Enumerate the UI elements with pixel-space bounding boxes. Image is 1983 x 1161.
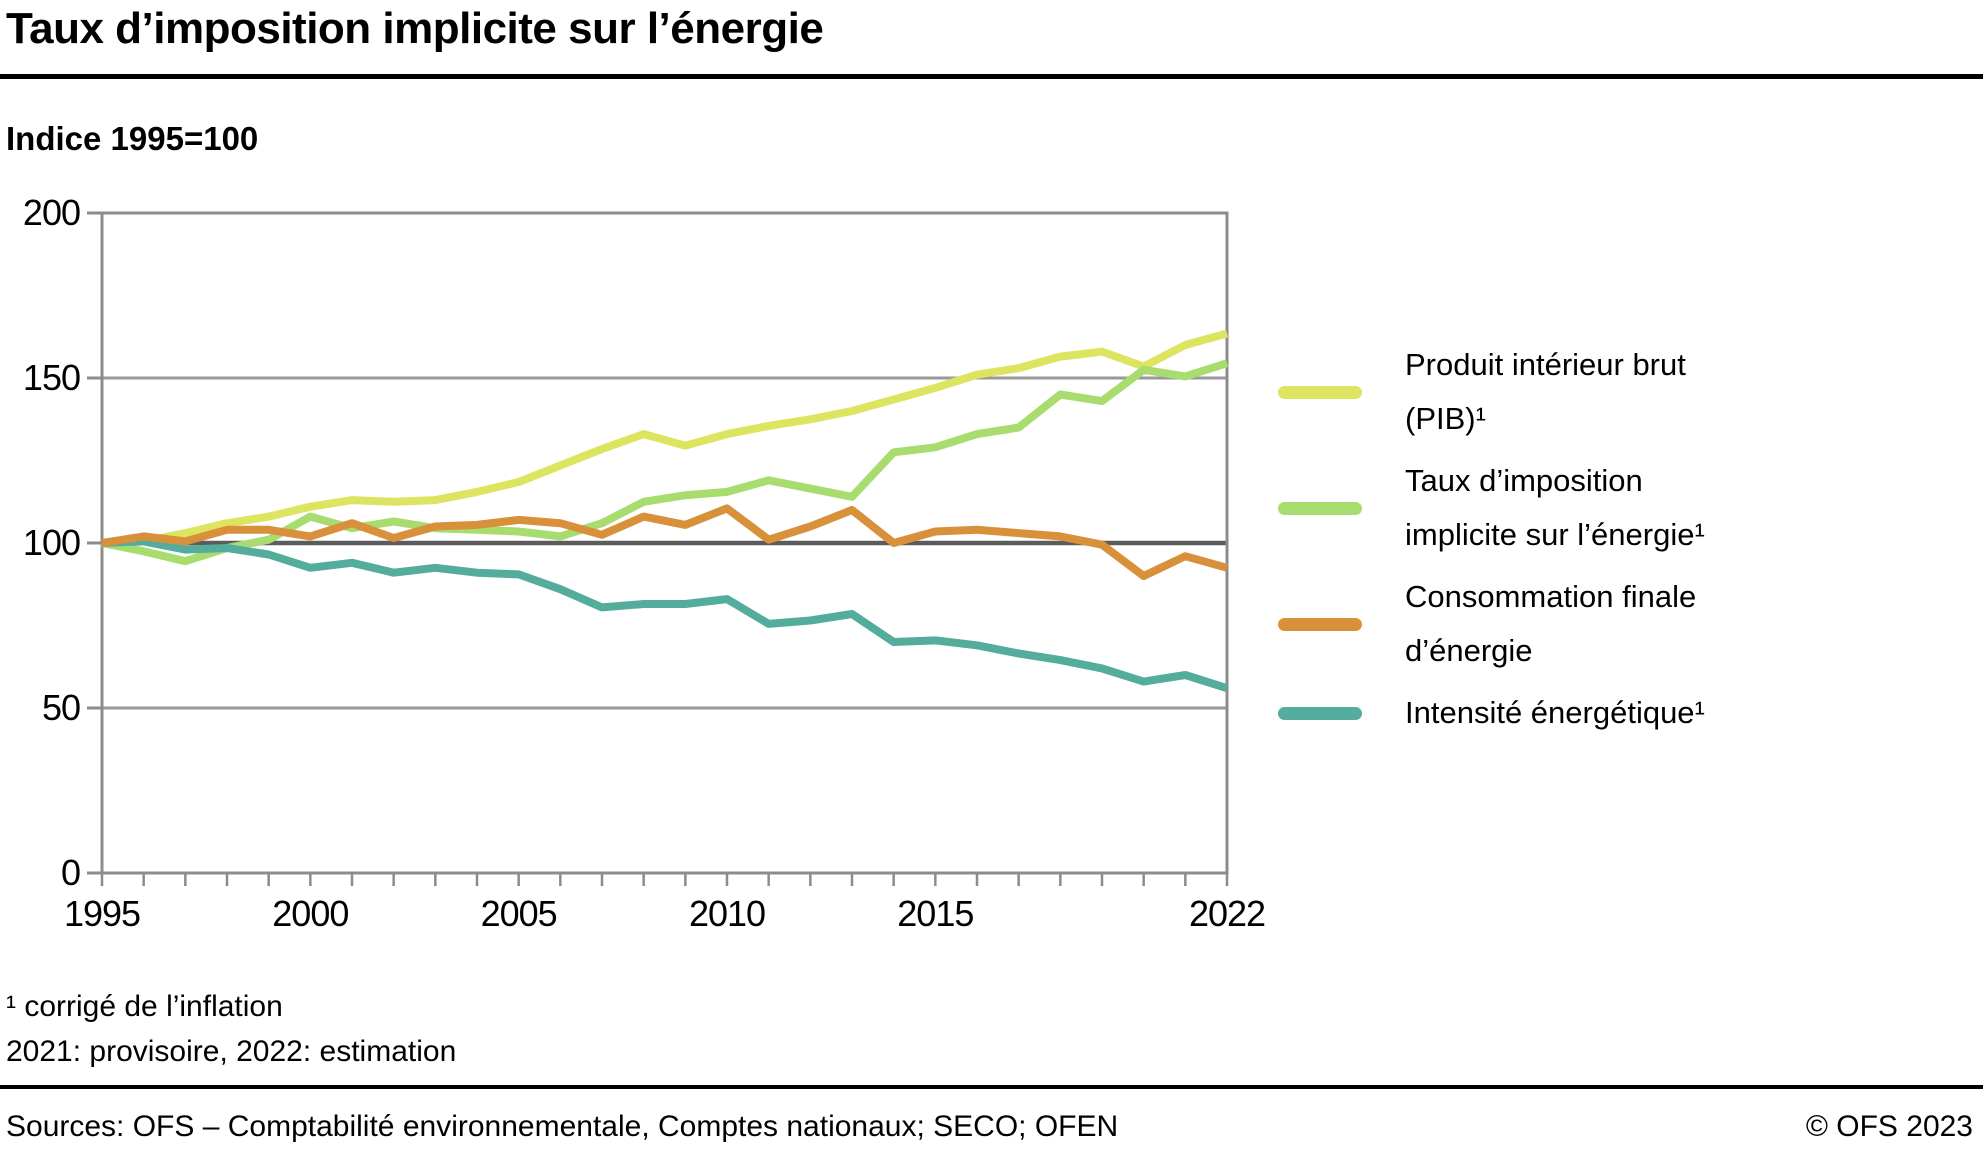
footnote-2: 2021: provisoire, 2022: estimation xyxy=(6,1035,457,1068)
footer-divider xyxy=(0,1085,1983,1089)
series-line xyxy=(101,329,1229,547)
x-tick-label: 2005 xyxy=(480,893,558,934)
legend-swatch xyxy=(1278,385,1362,399)
legend-swatch xyxy=(1278,501,1362,515)
x-tick-label: 2010 xyxy=(688,893,766,934)
y-tick-label: 100 xyxy=(22,522,81,563)
x-tick-label: 1995 xyxy=(63,893,141,934)
series-line xyxy=(101,537,1229,693)
index-note: Indice 1995=100 xyxy=(6,120,259,157)
x-tick-label: 2000 xyxy=(272,893,349,934)
footnote-1: ¹ corrigé de l’inflation xyxy=(6,990,283,1023)
y-tick-label: 200 xyxy=(22,192,81,233)
legend-label: Produit intérieur brut (PIB)¹ xyxy=(1405,347,1686,436)
y-tick-label: 50 xyxy=(41,687,81,728)
legend-label: Taux d’imposition implicite sur l’énergie… xyxy=(1405,463,1705,552)
sources-text: Sources: OFS – Comptabilité environnemen… xyxy=(6,1110,1119,1143)
x-tick-label: 2015 xyxy=(897,893,974,934)
legend-item: Intensité énergétique¹ xyxy=(1278,686,1958,740)
footnotes: ¹ corrigé de l’inflation 2021: provisoir… xyxy=(6,984,456,1074)
legend-item: Consommation finale d’énergie xyxy=(1278,570,1958,678)
page-title: Taux d’imposition implicite sur l’énergi… xyxy=(6,4,824,53)
legend-item: Produit intérieur brut (PIB)¹ xyxy=(1278,338,1958,446)
x-tick-label: 2022 xyxy=(1188,893,1266,934)
title-divider xyxy=(0,74,1983,79)
chart-legend: Produit intérieur brut (PIB)¹ Taux d’impos… xyxy=(1278,338,1958,748)
legend-swatch xyxy=(1278,706,1362,720)
legend-label: Consommation finale d’énergie xyxy=(1405,579,1697,668)
legend-item: Taux d’imposition implicite sur l’énergie… xyxy=(1278,454,1958,562)
legend-label: Intensité énergétique¹ xyxy=(1405,695,1705,730)
y-tick-label: 150 xyxy=(22,357,81,398)
y-tick-label: 0 xyxy=(60,852,81,893)
copyright-text: © OFS 2023 xyxy=(1805,1110,1973,1143)
series-line xyxy=(101,359,1229,566)
legend-swatch xyxy=(1278,617,1362,631)
series-line xyxy=(101,504,1229,580)
